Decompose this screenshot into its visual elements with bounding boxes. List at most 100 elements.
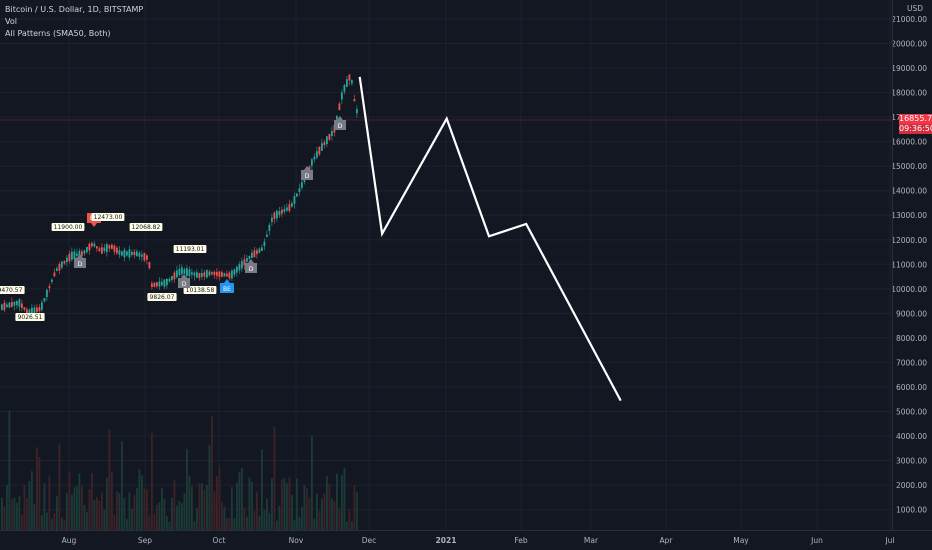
candle-body [281,209,283,214]
volume-bar [261,449,263,530]
candle-body [293,196,296,204]
volume-bar [36,447,38,530]
doji-pattern-badge[interactable]: D [334,116,346,130]
candle-body [88,243,91,251]
label-box [0,286,25,294]
candle-body [216,271,218,276]
volume-bar [303,484,306,530]
candle-body [76,253,78,256]
candle-body [46,289,48,298]
volume-bar [271,478,273,530]
volume-bar [3,506,6,530]
candle-body [11,302,13,307]
projection-drawing[interactable] [358,76,622,402]
volume-bar [91,472,93,530]
candle-body [266,234,268,238]
candle-body [276,210,278,219]
volume-bar [333,500,336,530]
price-extreme-label[interactable]: 9026.51 [15,313,45,321]
volume-bar [163,498,166,530]
volume-bar [323,493,326,530]
bullish-engulfing-badge[interactable]: BE [220,279,234,293]
candle-body [63,261,66,264]
symbol-title[interactable]: Bitcoin / U.S. Dollar, 1D, BITSTAMP [5,5,144,14]
candle-body [258,248,261,253]
price-extreme-label[interactable]: 10138.58 [183,286,217,294]
candle-body [288,204,291,212]
volume-bar [288,476,291,530]
volume-bar [156,504,158,530]
label-box [129,223,163,231]
volume-indicator-label[interactable]: Vol [5,17,17,26]
candle-body [193,272,196,276]
volume-bar [63,520,66,530]
volume-bar [181,503,183,530]
doji-pattern-badge[interactable]: D [74,254,86,268]
price-tick-label: 12000.00 [891,236,927,245]
candle-body [213,271,216,276]
candle-body [298,188,301,193]
volume-bar [256,491,258,530]
time-tick-label: Apr [660,536,674,545]
last-price-tag: 16855.79 09:36:50 [899,114,932,134]
volume-bar [126,519,128,530]
price-extreme-label[interactable]: 11900.00 [51,223,85,231]
volume-bar [68,472,71,530]
badge-text: D [338,123,343,130]
pattern-markers: 9470.57 9026.51 11900.00 BE 12473.00 12068.82… [0,116,346,321]
candle-body [278,211,281,216]
volume-bar [58,443,61,530]
doji-pattern-badge[interactable]: D [178,274,190,288]
price-extreme-label[interactable]: 12473.00 [91,213,125,221]
candle-body [93,243,96,247]
candle-body [351,80,353,84]
price-extreme-label[interactable]: 9826.07 [147,293,177,301]
volume-bar [123,497,126,530]
volume-bar [13,497,16,530]
volume-bar [313,518,316,530]
price-tick-label: 9000.00 [896,309,927,318]
candle-body [18,299,21,307]
candle-body [181,267,183,275]
candle-body [111,244,113,249]
volume-bar [221,502,223,530]
candle-body [131,252,133,255]
volume-bar [141,475,143,530]
volume-bar [21,514,23,530]
price-axis[interactable]: 21000.0020000.0019000.0018000.0017000.00… [891,0,927,530]
price-extreme-label[interactable]: 9470.57 [0,286,25,294]
candle-body [86,246,88,253]
doji-pattern-badge[interactable]: D [301,166,313,180]
price-extreme-label[interactable]: 11193.01 [173,245,207,253]
volume-bar [136,487,138,530]
volume-bar [243,507,246,530]
candle-body [141,254,143,257]
doji-pattern-badge[interactable]: D [245,259,257,273]
candle-body [26,309,28,314]
candle-body [238,264,241,271]
candle-body [198,272,201,278]
candle-body [261,247,263,251]
candle-body [73,251,76,259]
volume-bar [266,498,268,530]
candle-body [103,247,106,251]
patterns-indicator-label[interactable]: All Patterns (SMA50, Both) [5,29,111,38]
price-extreme-label[interactable]: 12068.82 [129,223,163,231]
time-axis[interactable]: Aug Sep Oct Nov Dec 2021 Feb Mar Apr May Jun Jul [0,530,932,546]
volume-bar [146,489,148,530]
volume-bar [88,489,91,530]
candle-body [301,182,303,188]
volume-bar [328,484,331,530]
volume-bar [193,521,196,530]
volume-bar [83,504,86,530]
candle-body [118,250,121,255]
price-tick-label: 2000.00 [896,481,927,490]
candle-body [48,286,51,289]
volume-bar [178,500,181,530]
candle-body [33,307,36,314]
candle-body [146,255,148,260]
candle-body [51,279,53,282]
candle-body [341,92,343,100]
candle-body [168,278,171,282]
